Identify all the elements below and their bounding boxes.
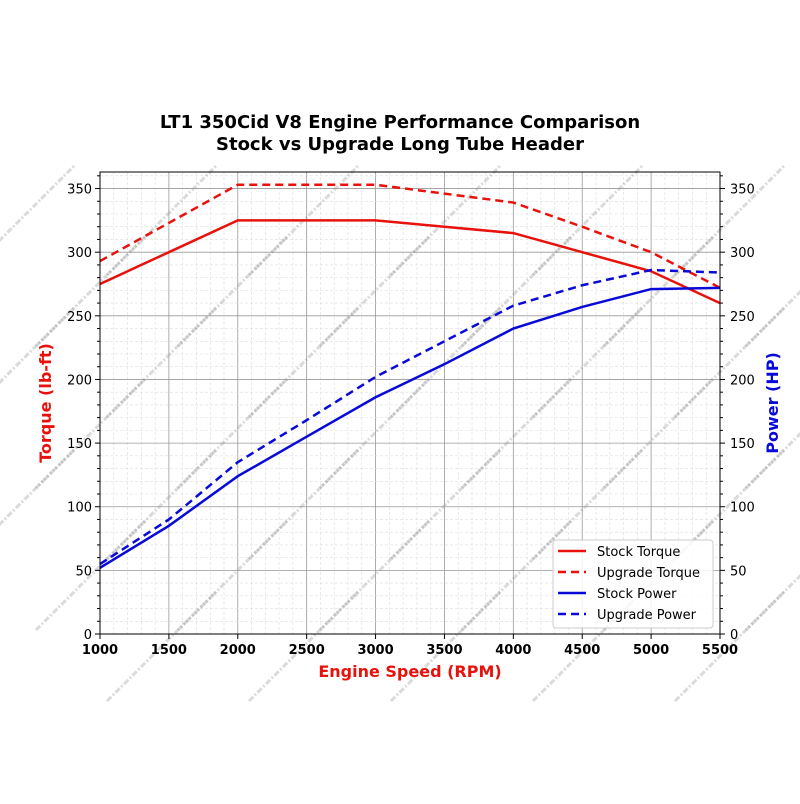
y-tick-label-left: 300 [67, 246, 92, 261]
series-line-stock-power [99, 286, 721, 569]
watermark-mark [176, 376, 290, 490]
x-tick-label: 5500 [702, 643, 738, 658]
series-line-upgrade-torque [99, 183, 721, 289]
watermark-mark [389, 163, 503, 277]
watermark-mark [531, 305, 645, 419]
legend-label: Upgrade Torque [597, 566, 700, 581]
y-tick-label-right: 50 [730, 564, 747, 579]
watermark-mark [744, 573, 800, 632]
x-tick-label: 1500 [151, 643, 187, 658]
x-tick-label: 4000 [495, 643, 531, 658]
watermark-mark [247, 589, 361, 703]
watermark-mark [34, 234, 148, 348]
watermark-mark [105, 305, 219, 419]
chart-subtitle: Stock vs Upgrade Long Tube Header [216, 134, 584, 155]
legend-label: Stock Power [597, 587, 677, 602]
watermark-mark [318, 234, 432, 348]
series-line-stock-torque [99, 219, 721, 305]
y-tick-label-left: 100 [67, 501, 92, 516]
y-tick-label-right: 100 [730, 501, 755, 516]
y-axis-right-label: Power (HP) [763, 352, 782, 454]
y-tick-label-right: 350 [730, 183, 755, 198]
x-tick-label: 5000 [633, 643, 669, 658]
watermark-mark [318, 518, 432, 632]
watermark-mark [460, 376, 574, 490]
y-tick-label-right: 200 [730, 373, 755, 388]
watermark-mark [460, 234, 574, 348]
y-tick-label-right: 300 [730, 246, 755, 261]
x-tick-label: 2500 [289, 643, 325, 658]
x-tick-label: 3000 [357, 643, 393, 658]
legend-box [552, 539, 714, 629]
x-tick-label: 2000 [220, 643, 256, 658]
y-tick-label-left: 150 [67, 437, 92, 452]
watermark-mark [389, 447, 503, 561]
x-axis-label: Engine Speed (RPM) [318, 662, 501, 681]
y-tick-label-left: 250 [67, 310, 92, 325]
series-line-upgrade-power [99, 268, 721, 566]
watermark-mark [744, 431, 800, 490]
watermark-mark [531, 447, 645, 561]
watermark-mark [602, 376, 716, 490]
watermark-mark [247, 447, 361, 561]
watermark-mark [673, 305, 787, 419]
watermark-mark [105, 163, 219, 277]
watermark-mark [460, 518, 574, 632]
y-tick-label-right: 0 [730, 628, 738, 643]
y-axis-left-label: Torque (lb-ft) [36, 343, 55, 463]
watermark-mark [34, 376, 148, 490]
y-tick-label-left: 350 [67, 183, 92, 198]
chart-title: LT1 350Cid V8 Engine Performance Compari… [160, 112, 640, 133]
watermark-mark [602, 234, 716, 348]
watermark-mark [34, 518, 148, 632]
watermark-mark [389, 589, 503, 703]
watermark-mark [673, 163, 787, 277]
y-tick-label-right: 150 [730, 437, 755, 452]
legend-label: Upgrade Power [597, 608, 697, 623]
watermark-mark [673, 589, 787, 703]
watermark-mark [318, 376, 432, 490]
watermark-mark [0, 163, 77, 243]
watermark-mark [176, 518, 290, 632]
watermark-mark [0, 447, 77, 527]
x-tick-label: 3500 [426, 643, 462, 658]
watermark-mark [105, 447, 219, 561]
y-tick-label-left: 0 [84, 628, 92, 643]
plot-frame [99, 171, 721, 635]
legend-label: Stock Torque [597, 545, 680, 560]
y-tick-label-left: 50 [75, 564, 92, 579]
watermark-mark [531, 163, 645, 277]
legend: Stock Torque Upgrade Torque Stock Power Upg… [552, 539, 714, 629]
y-tick-label-right: 250 [730, 310, 755, 325]
watermark-mark [176, 234, 290, 348]
watermark-mark [105, 589, 219, 703]
watermark-mark [0, 305, 77, 385]
x-tick-label: 4500 [564, 643, 600, 658]
x-tick-label: 1000 [82, 643, 118, 658]
watermark-mark [247, 305, 361, 419]
watermark-mark [744, 289, 800, 348]
y-tick-label-left: 200 [67, 373, 92, 388]
